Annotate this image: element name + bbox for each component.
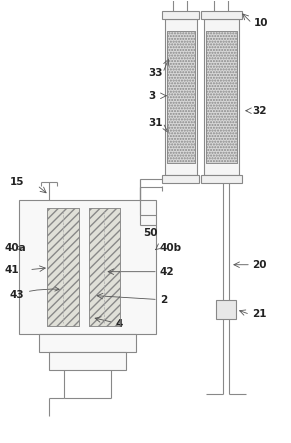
Bar [167,31,194,163]
Bar [88,208,120,326]
Text: 43: 43 [9,287,59,299]
Text: 32: 32 [252,106,267,116]
Bar [162,175,199,183]
Text: 2: 2 [160,295,167,304]
Text: 3: 3 [148,91,155,101]
Text: 20: 20 [252,260,267,270]
Text: 10: 10 [254,18,269,28]
Bar [39,334,136,352]
Bar [201,175,242,183]
Text: 4: 4 [115,319,123,329]
Bar [47,208,79,326]
Text: 40b: 40b [160,243,182,253]
Bar [206,31,237,163]
Bar [88,208,120,326]
Text: 41: 41 [4,265,19,275]
Bar [165,19,196,175]
Text: 50: 50 [143,228,157,238]
Bar [19,200,156,334]
Bar [162,12,199,19]
Text: 21: 21 [252,309,267,319]
Bar [216,299,236,319]
Bar [206,31,237,163]
Text: 40a: 40a [4,243,26,253]
Text: 15: 15 [9,177,24,187]
Text: 31: 31 [148,118,162,128]
Text: 42: 42 [160,267,175,277]
Bar [49,352,126,370]
Bar [205,19,239,175]
Bar [167,31,194,163]
Bar [47,208,79,326]
Bar [201,12,242,19]
Text: 33: 33 [148,68,162,78]
